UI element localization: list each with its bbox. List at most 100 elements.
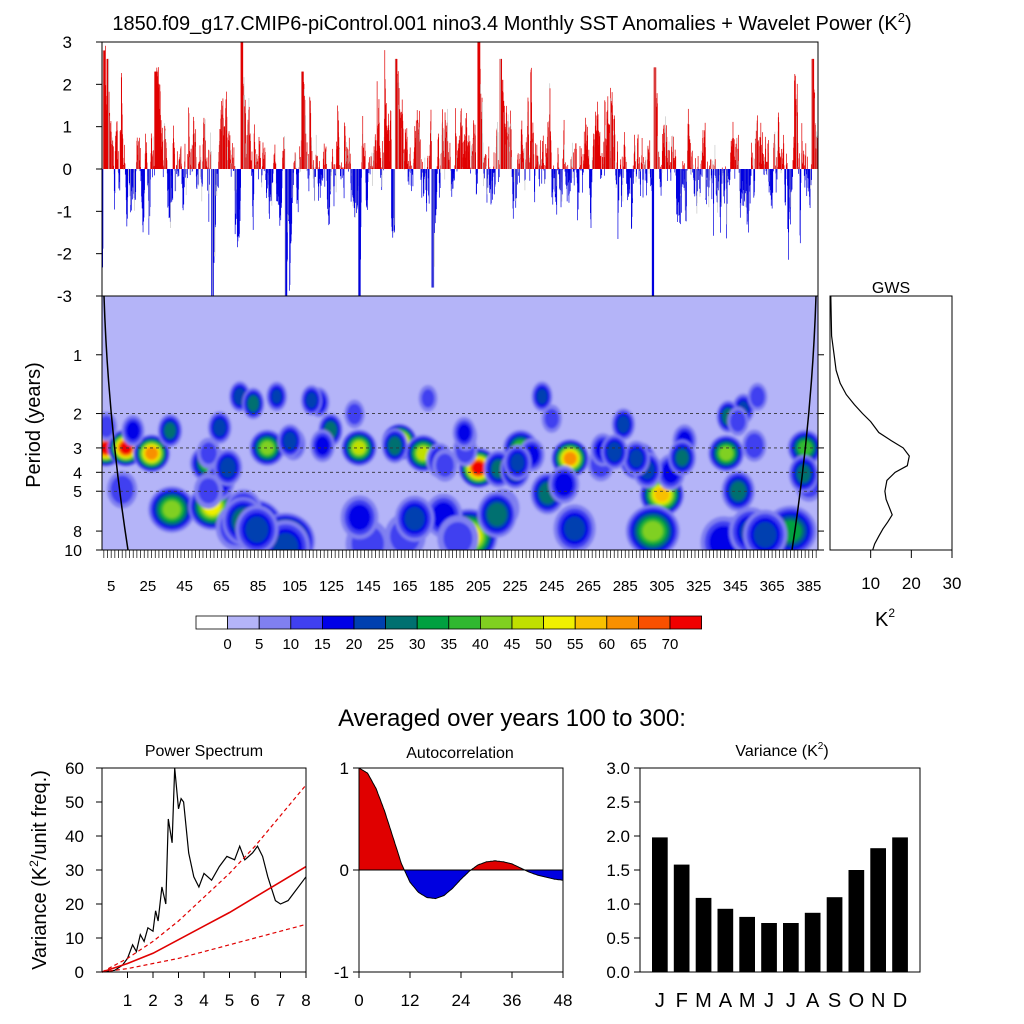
sst-anomaly-bar [420,158,421,169]
wavelet-x-tick-label: 285 [613,578,638,595]
sst-anomaly-bar [552,169,554,190]
sst-anomaly-bar [597,114,599,169]
sst-anomaly-bar [659,169,660,179]
sst-anomaly-bar [592,169,593,170]
sst-anomaly-bar [674,149,676,169]
sst-anomaly-bar [599,131,601,169]
sst-anomaly-bar [810,169,811,189]
sst-anomaly-bar [710,159,712,169]
sst-anomaly-bar [371,152,373,169]
sst-anomaly-bar [768,140,769,169]
variance-bar [717,908,734,972]
sst-anomaly-bar [260,167,262,169]
sst-anomaly-bars [102,42,819,296]
sst-anomaly-bar [423,169,425,194]
sst-anomaly-bar [681,169,682,213]
variance-bar [892,837,908,972]
power-spectrum-y-tick-label: 20 [65,895,84,914]
sst-anomaly-bar [456,155,458,169]
sst-anomaly-bar [523,148,525,169]
colorbar-swatch [479,615,513,630]
sst-anomaly-bar [265,169,267,180]
sst-anomaly-bar [425,169,427,191]
sst-anomaly-bar [482,142,484,169]
power-spectrum-panel: Power Spectrum 60 50 40 30 20 10 0 1 2 3 4 5 6 7 8 Var… [27,743,311,1010]
sst-anomaly-bar [582,169,583,193]
gws-frame [829,295,953,551]
sst-anomaly-bar [331,169,332,176]
wavelet-y-tick-label: 1 [73,348,82,365]
sst-anomaly-bar [740,169,742,199]
sst-anomaly-bar [192,169,193,172]
sst-anomaly-bar [183,169,185,205]
sst-anomaly-bar [258,169,259,180]
sst-anomaly-bar [124,144,125,169]
sst-anomaly-bar [648,152,650,169]
sst-anomaly-bar [761,163,763,169]
sst-anomaly-bar [724,169,726,184]
autocorrelation-x-tick-label: 48 [554,991,573,1010]
sst-anomaly-bar [230,162,232,169]
sst-anomaly-bar [477,169,478,184]
sst-anomaly-bar [199,145,201,169]
sst-anomaly-bar [728,169,729,180]
sst-anomaly-bar [367,169,368,210]
power-spectrum-red-noise-line [101,865,307,973]
sst-anomaly-bar [315,169,316,177]
sst-y-tick-label: 2 [63,75,72,94]
sst-anomaly-bar [346,146,348,169]
sst-anomaly-bar [632,165,634,169]
sst-anomaly-bar [662,133,663,169]
sst-anomaly-bar [538,165,540,169]
sst-anomaly-bar [486,166,487,169]
variance-bar [804,912,821,972]
power-spectrum-ticks: 60 50 40 30 20 10 0 1 2 3 4 5 6 7 8 [65,759,311,1010]
sst-anomaly-bar [709,167,711,169]
wavelet-reference-lines [102,413,818,492]
sst-anomaly-bar [177,169,179,177]
sst-anomaly-bar [127,169,129,198]
autocorrelation-x-tick-label: 12 [401,991,420,1010]
sst-anomaly-bar [748,169,750,211]
sst-anomaly-bar [294,152,296,169]
variance-ticks: 3.02.52.01.51.00.50.0J F M A M J J A S O N D [606,759,907,1012]
wavelet-power-contour [305,392,318,409]
sst-anomaly-bar [806,169,808,178]
sst-anomaly-bar [603,157,605,169]
sst-anomaly-bar [195,129,197,169]
sst-anomaly-bar [601,169,603,176]
wavelet-power-contour [164,422,176,439]
sst-anomaly-bar [454,169,455,181]
variance-plot [652,837,908,972]
sst-anomaly-bar [800,169,801,211]
sst-anomaly-bar [162,141,163,169]
wavelet-power-contour [283,431,297,451]
sst-anomaly-bar [497,160,499,169]
sst-anomaly-bar [765,169,767,172]
sst-anomaly-bar [468,135,470,169]
sst-anomaly-bar [197,169,198,175]
sst-anomaly-bar [426,169,428,191]
sst-anomaly-bar [565,169,567,185]
sst-anomaly-bar [701,160,702,169]
sst-anomaly-bar [747,169,748,222]
sst-anomaly-bar [541,165,542,169]
sst-anomaly-bar [484,169,485,179]
sst-anomaly-bar [345,142,347,169]
sst-anomaly-bar [557,169,558,171]
sst-anomaly-bar [323,143,325,169]
wavelet-power-contour [404,506,425,531]
sst-anomaly-bar [190,148,192,169]
sst-anomaly-bar [318,169,320,184]
power-spectrum-upper-bound-line [101,784,307,973]
sst-anomaly-bar [705,147,706,169]
sst-anomaly-bar [734,169,736,179]
sst-anomaly-bar [345,151,346,169]
sst-anomaly-bar [259,140,261,169]
colorbar-swatch [669,615,703,630]
sst-anomaly-bar [470,169,472,171]
sst-anomaly-bar [638,163,640,169]
sst-anomaly-bar [341,168,343,169]
sst-anomaly-bar [318,167,320,169]
variance-x-tick-label: J [655,990,665,1012]
